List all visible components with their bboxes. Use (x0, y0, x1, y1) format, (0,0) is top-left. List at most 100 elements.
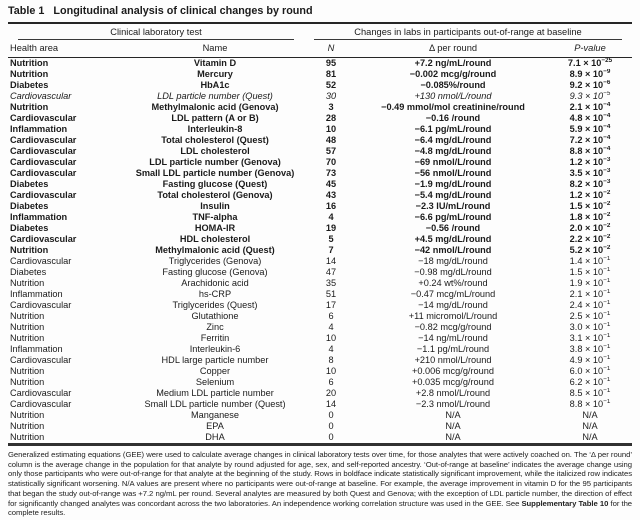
cell-health-area: Cardiovascular (10, 157, 77, 167)
table-row: Diabetes HOMA-IR 19 −0.56 /round 2.0 × 10−2 (8, 223, 632, 234)
footnote-text-end: for the complete results. (8, 498, 633, 518)
table-row: Nutrition Arachidonic acid 35 +0.24 wt%/rou… (8, 278, 632, 289)
cell-p-value: 1.2 × 10−3 (548, 157, 632, 168)
column-header-name: Name (126, 40, 304, 58)
cell-name: hs-CRP (198, 289, 232, 299)
cell-name: Methylmalonic acid (Quest) (155, 245, 275, 255)
p-value-base: 8.2 × 10 (569, 179, 604, 189)
cell-health-area: Diabetes (10, 179, 49, 189)
cell-health-area: Nutrition (10, 410, 45, 420)
cell-n: 3 (328, 102, 334, 112)
p-value-base: 2.1 × 10 (569, 289, 604, 299)
cell-delta: +0.006 mcg/g/round (412, 366, 494, 376)
cell-delta: N/A (445, 410, 461, 420)
table-row: Diabetes Fasting glucose (Genova) 47 −0.98 … (8, 267, 632, 278)
cell-delta: −6.1 pg/mL/round (414, 124, 492, 134)
table-row: Cardiovascular Triglycerides (Genova) 14 −1… (8, 256, 632, 267)
cell-health-area: Diabetes (10, 201, 49, 211)
cell-p-value: 9.2 × 10−6 (548, 80, 632, 91)
cell-name: Triglycerides (Quest) (172, 300, 258, 310)
cell-delta: −4.8 mg/dL/round (414, 146, 492, 156)
cell-health-area: Nutrition (10, 245, 49, 255)
cell-health-area: Nutrition (10, 69, 49, 79)
p-value-exponent: −3 (603, 157, 611, 163)
cell-delta: −6.6 pg/mL/round (414, 212, 492, 222)
cell-p-value: 6.2 × 10−1 (548, 377, 632, 388)
table-row: Diabetes HbA1c 52 −0.085%/round 9.2 × 10−6 (8, 80, 632, 91)
cell-n: 95 (325, 58, 337, 68)
p-value-base: 7.1 × 10 (567, 58, 602, 68)
cell-delta: N/A (445, 421, 461, 431)
p-value-base: 1.2 × 10 (569, 157, 604, 167)
cell-n: 35 (325, 278, 337, 288)
p-value-exponent: −1 (603, 366, 611, 372)
p-value-exponent: −4 (603, 146, 611, 152)
p-value-exponent: −1 (603, 355, 611, 361)
p-value-exponent: −5 (603, 91, 611, 97)
cell-name: HOMA-IR (194, 223, 236, 233)
table-row: Nutrition EPA 0 N/A N/A (8, 421, 632, 432)
cell-delta: +4.5 mg/dL/round (414, 234, 492, 244)
cell-delta: +11 micromol/L/round (408, 311, 498, 321)
cell-n: 19 (325, 223, 337, 233)
table-row: Inflammation Interleukin-8 10 −6.1 pg/mL/ro… (8, 124, 632, 135)
cell-p-value: 8.2 × 10−3 (548, 179, 632, 190)
cell-p-value: 5.9 × 10−4 (548, 124, 632, 135)
table-row: Cardiovascular Small LDL particle number … (8, 399, 632, 410)
cell-name: Vitamin D (193, 58, 237, 68)
cell-n: 4 (328, 212, 334, 222)
cell-p-value: 2.1 × 10−4 (548, 102, 632, 113)
cell-p-value: 7.2 × 10−4 (548, 135, 632, 146)
p-value-base: 5.9 × 10 (569, 124, 604, 134)
cell-name: Mercury (197, 69, 233, 79)
cell-name: EPA (206, 421, 224, 431)
group-header-changes-label: Changes in labs in participants out-of-r… (314, 27, 622, 40)
cell-p-value: N/A (548, 421, 632, 432)
cell-p-value: 3.8 × 10−1 (548, 344, 632, 355)
p-value-exponent: −25 (601, 57, 613, 64)
table-row: Cardiovascular LDL pattern (A or B) 28 −0.1… (8, 113, 632, 124)
table-row: Cardiovascular HDL cholesterol 5 +4.5 mg/dL… (8, 234, 632, 245)
cell-n: 73 (325, 168, 337, 178)
cell-delta: N/A (445, 432, 461, 442)
cell-n: 4 (328, 322, 334, 332)
cell-n: 47 (325, 267, 337, 277)
cell-p-value: 2.4 × 10−1 (548, 300, 632, 311)
cell-delta: −0.82 mcg/g/round (414, 322, 492, 332)
cell-p-value: 9.3 × 10−5 (548, 91, 632, 102)
cell-delta: −14 mg/dL/round (418, 300, 488, 310)
p-value-base: 9.3 × 10 (569, 91, 604, 101)
p-value-exponent: −1 (603, 289, 611, 295)
cell-name: Ferritin (200, 333, 230, 343)
cell-health-area: Cardiovascular (10, 388, 72, 398)
cell-delta: −0.98 mg/dL/round (414, 267, 492, 277)
cell-p-value: 3.1 × 10−1 (548, 333, 632, 344)
table-row: Nutrition Mercury 81 −0.002 mcg/g/round 8.9 … (8, 69, 632, 80)
p-value-exponent: −6 (603, 80, 611, 86)
cell-name: Methylmalonic acid (Genova) (151, 102, 279, 112)
p-value-exponent: −1 (603, 344, 611, 350)
cell-health-area: Cardiovascular (10, 399, 72, 409)
cell-name: Interleukin-6 (189, 344, 241, 354)
p-value-base: 1.5 × 10 (569, 267, 604, 277)
p-value-exponent: −2 (603, 201, 611, 207)
cell-n: 5 (328, 234, 334, 244)
cell-health-area: Cardiovascular (10, 355, 72, 365)
p-value-base: 2.5 × 10 (569, 311, 604, 321)
p-value-exponent: −4 (603, 102, 611, 108)
table-row: Cardiovascular Small LDL particle number … (8, 168, 632, 179)
cell-n: 0 (328, 410, 334, 420)
cell-p-value: 2.1 × 10−1 (548, 289, 632, 300)
cell-name: Fasting glucose (Genova) (162, 267, 268, 277)
cell-n: 0 (328, 432, 334, 442)
cell-name: Manganese (190, 410, 239, 420)
group-header-clinical-test: Clinical laboratory test (8, 23, 304, 40)
lab-results-table: Clinical laboratory test Changes in labs… (8, 22, 632, 446)
cell-p-value: 2.5 × 10−1 (548, 311, 632, 322)
cell-p-value: 1.8 × 10−2 (548, 212, 632, 223)
table-row: Diabetes Fasting glucose (Quest) 45 −1.9 mg… (8, 179, 632, 190)
cell-p-value: 1.9 × 10−1 (548, 278, 632, 289)
cell-health-area: Cardiovascular (10, 91, 72, 101)
p-value-exponent: −1 (603, 388, 611, 394)
p-value-base: 1.4 × 10 (569, 256, 604, 266)
